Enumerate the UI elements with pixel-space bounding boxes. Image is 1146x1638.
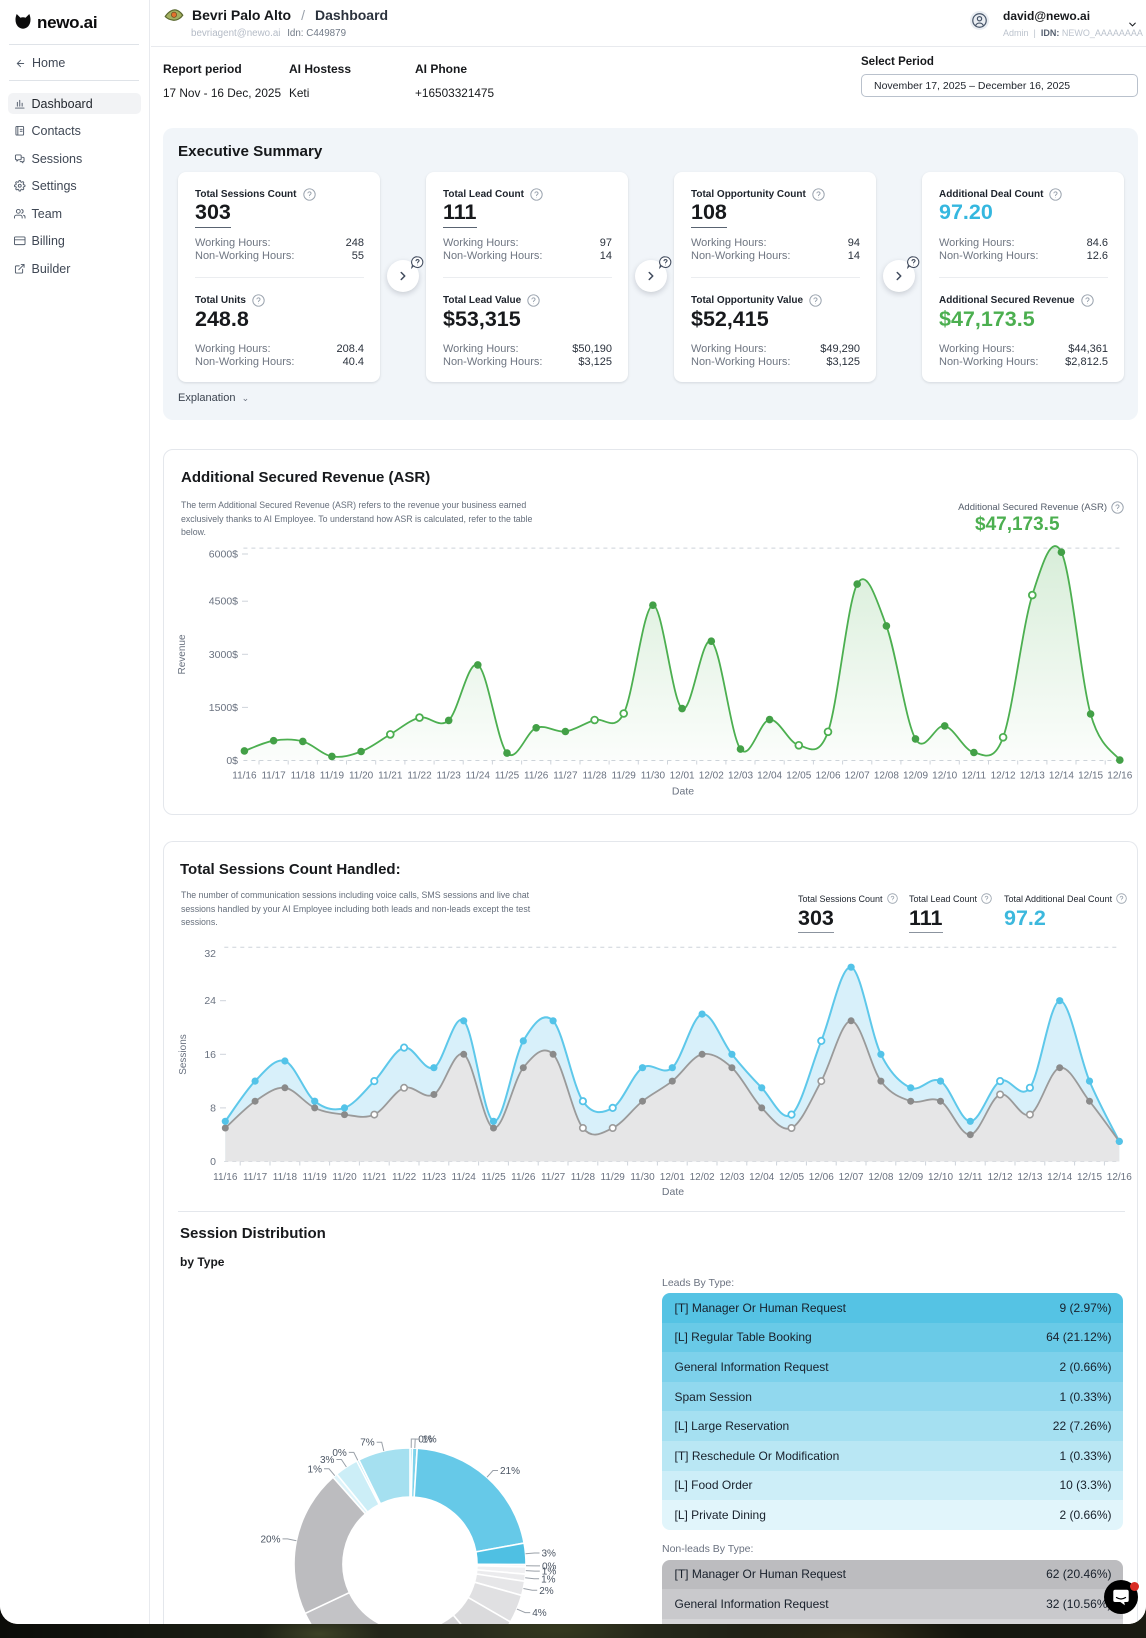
svg-text:11/17: 11/17 — [261, 771, 286, 782]
svg-text:11/22: 11/22 — [407, 771, 432, 782]
svg-text:11/28: 11/28 — [582, 771, 607, 782]
svg-text:12/06: 12/06 — [815, 771, 840, 782]
svg-text:0: 0 — [210, 1156, 216, 1168]
svg-text:0%: 0% — [542, 1561, 557, 1572]
svg-text:1%: 1% — [308, 1464, 323, 1475]
svg-text:11/30: 11/30 — [630, 1172, 655, 1183]
svg-text:11/26: 11/26 — [511, 1172, 536, 1183]
svg-text:12/12: 12/12 — [988, 1172, 1013, 1183]
svg-text:12/13: 12/13 — [1020, 771, 1045, 782]
svg-text:12/14: 12/14 — [1047, 1172, 1072, 1183]
svg-text:32: 32 — [204, 948, 216, 960]
svg-text:20%: 20% — [260, 1534, 280, 1545]
svg-text:12/05: 12/05 — [779, 1172, 804, 1183]
svg-text:12/16: 12/16 — [1107, 771, 1132, 782]
svg-text:1%: 1% — [542, 1567, 557, 1578]
svg-text:11/16: 11/16 — [232, 771, 257, 782]
svg-text:11/27: 11/27 — [541, 1172, 566, 1183]
svg-text:12/07: 12/07 — [839, 1172, 864, 1183]
svg-text:12/02: 12/02 — [690, 1172, 715, 1183]
svg-text:11/18: 11/18 — [291, 771, 316, 782]
svg-text:12/03: 12/03 — [719, 1172, 744, 1183]
svg-text:Date: Date — [672, 786, 694, 798]
svg-text:11/30: 11/30 — [641, 771, 666, 782]
svg-text:0%: 0% — [418, 1435, 433, 1446]
svg-text:12/08: 12/08 — [874, 771, 899, 782]
svg-text:11/24: 11/24 — [452, 1172, 477, 1183]
svg-text:6000$: 6000$ — [209, 549, 238, 561]
svg-text:1%: 1% — [541, 1574, 556, 1585]
svg-text:11/29: 11/29 — [601, 1172, 626, 1183]
svg-text:11/24: 11/24 — [466, 771, 491, 782]
svg-text:12/14: 12/14 — [1049, 771, 1074, 782]
svg-text:11/25: 11/25 — [495, 771, 520, 782]
svg-text:12/08: 12/08 — [868, 1172, 893, 1183]
svg-text:12/06: 12/06 — [809, 1172, 834, 1183]
svg-text:12/11: 12/11 — [958, 1172, 983, 1183]
svg-text:11/23: 11/23 — [437, 771, 462, 782]
svg-text:12/12: 12/12 — [991, 771, 1016, 782]
svg-text:11/18: 11/18 — [273, 1172, 298, 1183]
svg-text:11/17: 11/17 — [243, 1172, 268, 1183]
svg-text:3%: 3% — [320, 1455, 335, 1466]
svg-text:11/20: 11/20 — [332, 1172, 357, 1183]
svg-text:12/10: 12/10 — [932, 771, 957, 782]
svg-text:12/04: 12/04 — [749, 1172, 774, 1183]
svg-text:12/04: 12/04 — [757, 771, 782, 782]
svg-text:11/21: 11/21 — [362, 1172, 387, 1183]
svg-text:11/27: 11/27 — [553, 771, 578, 782]
svg-text:1500$: 1500$ — [209, 702, 238, 714]
svg-text:11/19: 11/19 — [320, 771, 345, 782]
svg-text:3%: 3% — [542, 1549, 557, 1560]
svg-text:11/20: 11/20 — [349, 771, 374, 782]
svg-text:11/16: 11/16 — [213, 1172, 238, 1183]
svg-text:Revenue: Revenue — [177, 634, 188, 674]
svg-text:11/26: 11/26 — [524, 771, 549, 782]
svg-text:7%: 7% — [360, 1438, 375, 1449]
svg-text:12/16: 12/16 — [1107, 1172, 1132, 1183]
svg-text:12/13: 12/13 — [1017, 1172, 1042, 1183]
svg-text:4%: 4% — [532, 1608, 547, 1619]
svg-text:12/10: 12/10 — [928, 1172, 953, 1183]
svg-text:12/07: 12/07 — [845, 771, 870, 782]
svg-text:12/03: 12/03 — [728, 771, 753, 782]
svg-text:16: 16 — [204, 1049, 216, 1061]
svg-text:12/01: 12/01 — [670, 771, 695, 782]
svg-text:0%: 0% — [332, 1448, 347, 1459]
svg-text:11/25: 11/25 — [481, 1172, 506, 1183]
svg-text:11/28: 11/28 — [571, 1172, 596, 1183]
svg-text:0$: 0$ — [226, 755, 238, 767]
svg-text:12/09: 12/09 — [903, 771, 928, 782]
svg-text:11/21: 11/21 — [378, 771, 403, 782]
svg-text:11/29: 11/29 — [612, 771, 637, 782]
svg-text:12/11: 12/11 — [962, 771, 987, 782]
svg-text:11/22: 11/22 — [392, 1172, 417, 1183]
svg-text:24: 24 — [204, 995, 216, 1007]
svg-text:3000$: 3000$ — [209, 649, 238, 661]
svg-text:12/09: 12/09 — [898, 1172, 923, 1183]
svg-text:Sessions: Sessions — [178, 1034, 189, 1075]
svg-text:11/23: 11/23 — [422, 1172, 447, 1183]
svg-text:Date: Date — [662, 1186, 684, 1198]
svg-text:12/15: 12/15 — [1077, 1172, 1102, 1183]
svg-text:12/05: 12/05 — [786, 771, 811, 782]
svg-text:12/01: 12/01 — [660, 1172, 685, 1183]
svg-text:8: 8 — [210, 1102, 216, 1114]
svg-text:4500$: 4500$ — [209, 596, 238, 608]
svg-text:11/19: 11/19 — [303, 1172, 328, 1183]
svg-text:1%: 1% — [422, 1435, 437, 1446]
svg-text:21%: 21% — [500, 1466, 520, 1477]
svg-text:12/15: 12/15 — [1078, 771, 1103, 782]
svg-text:2%: 2% — [539, 1586, 554, 1597]
svg-text:12/02: 12/02 — [699, 771, 724, 782]
